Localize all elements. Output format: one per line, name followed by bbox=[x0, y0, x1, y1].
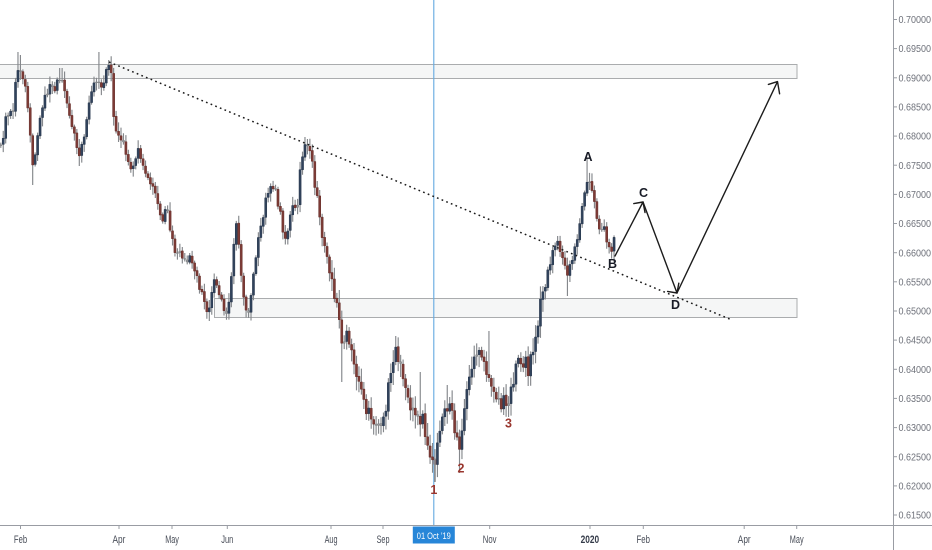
svg-text:0.68500: 0.68500 bbox=[899, 103, 932, 114]
svg-text:0.64000: 0.64000 bbox=[899, 365, 932, 376]
svg-text:D: D bbox=[671, 298, 680, 312]
svg-text:0.66500: 0.66500 bbox=[899, 219, 932, 230]
svg-text:0.63500: 0.63500 bbox=[899, 394, 932, 405]
svg-text:0.67500: 0.67500 bbox=[899, 161, 932, 172]
svg-text:01 Oct ’19: 01 Oct ’19 bbox=[417, 531, 451, 542]
svg-text:Apr: Apr bbox=[113, 534, 126, 546]
svg-text:0.62500: 0.62500 bbox=[899, 452, 932, 463]
svg-text:May: May bbox=[165, 534, 179, 546]
svg-text:0.61500: 0.61500 bbox=[899, 511, 932, 522]
svg-text:C: C bbox=[639, 186, 648, 200]
svg-text:2: 2 bbox=[458, 462, 465, 476]
svg-text:0.67000: 0.67000 bbox=[899, 190, 932, 201]
svg-text:Nov: Nov bbox=[483, 534, 497, 546]
svg-text:B: B bbox=[608, 257, 617, 271]
svg-text:0.62000: 0.62000 bbox=[899, 482, 932, 493]
svg-text:Apr: Apr bbox=[738, 534, 751, 546]
svg-text:0.66000: 0.66000 bbox=[899, 248, 932, 259]
svg-text:Feb: Feb bbox=[14, 534, 27, 546]
svg-text:Sep: Sep bbox=[377, 534, 390, 546]
svg-text:0.63000: 0.63000 bbox=[899, 423, 932, 434]
svg-text:3: 3 bbox=[505, 417, 512, 431]
svg-text:0.64500: 0.64500 bbox=[899, 336, 932, 347]
svg-text:Feb: Feb bbox=[637, 534, 651, 546]
svg-text:A: A bbox=[583, 150, 592, 164]
svg-text:0.69000: 0.69000 bbox=[899, 73, 932, 84]
svg-text:Jun: Jun bbox=[221, 534, 233, 546]
svg-text:2020: 2020 bbox=[581, 534, 600, 546]
svg-text:May: May bbox=[790, 534, 804, 546]
svg-text:0.69500: 0.69500 bbox=[899, 44, 932, 55]
svg-text:0.65000: 0.65000 bbox=[899, 307, 932, 318]
svg-text:0.65500: 0.65500 bbox=[899, 277, 932, 288]
svg-text:Aug: Aug bbox=[325, 534, 338, 546]
svg-text:0.70000: 0.70000 bbox=[899, 15, 932, 26]
svg-text:0.68000: 0.68000 bbox=[899, 132, 932, 143]
svg-text:1: 1 bbox=[430, 483, 437, 497]
